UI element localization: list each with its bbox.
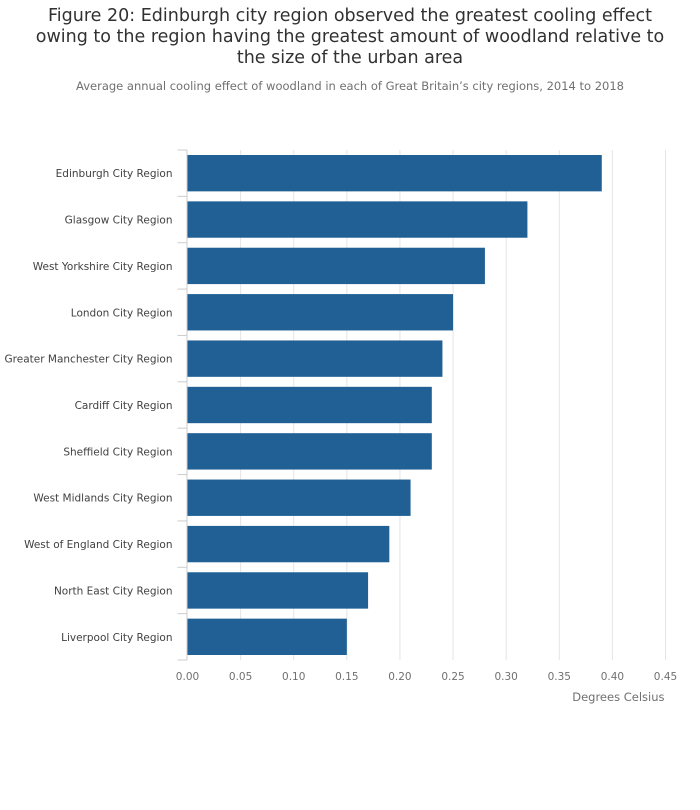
bars [187, 155, 602, 655]
x-axis-ticks: 0.00 0.05 0.10 0.15 0.20 0.25 0.30 0.35 0.40 0.45 [176, 671, 677, 683]
x-tick-label: 0.40 [601, 671, 624, 683]
x-tick-label: 0.25 [441, 671, 464, 683]
bar[interactable] [187, 155, 602, 192]
y-axis [177, 149, 188, 661]
bar[interactable] [187, 386, 432, 424]
bar[interactable] [187, 247, 485, 285]
x-tick-label: 0.15 [335, 671, 358, 683]
x-tick-label: 0.00 [176, 671, 199, 683]
category-label: West Yorkshire City Region [33, 261, 173, 273]
x-tick-label: 0.35 [548, 671, 571, 683]
bar[interactable] [187, 525, 390, 563]
bar[interactable] [187, 201, 528, 238]
category-label: Greater Manchester City Region [5, 354, 173, 366]
category-label: London City Region [71, 307, 173, 319]
category-label: West Midlands City Region [33, 493, 172, 505]
bar[interactable] [187, 294, 454, 331]
x-tick-label: 0.05 [229, 671, 252, 683]
x-tick-label: 0.30 [494, 671, 517, 683]
x-tick-label: 0.45 [654, 671, 677, 683]
category-label: North East City Region [54, 585, 173, 597]
category-label: West of England City Region [24, 539, 172, 551]
bar[interactable] [187, 618, 347, 655]
category-label: Sheffield City Region [63, 446, 172, 458]
category-label: Cardiff City Region [75, 400, 173, 412]
category-labels: Edinburgh City Region Glasgow City Region… [5, 168, 173, 644]
chart-title: Figure 20: Edinburgh city region observe… [35, 6, 665, 68]
bar[interactable] [187, 433, 432, 470]
category-label: Edinburgh City Region [56, 168, 173, 180]
category-label: Glasgow City Region [65, 215, 173, 227]
category-label: Liverpool City Region [61, 632, 172, 644]
bar[interactable] [187, 572, 369, 609]
bar[interactable] [187, 340, 443, 377]
x-axis-title: Degrees Celsius [572, 690, 664, 704]
chart-subtitle: Average annual cooling effect of woodlan… [76, 79, 624, 93]
x-tick-label: 0.20 [388, 671, 411, 683]
bar[interactable] [187, 479, 411, 516]
x-tick-label: 0.10 [282, 671, 305, 683]
